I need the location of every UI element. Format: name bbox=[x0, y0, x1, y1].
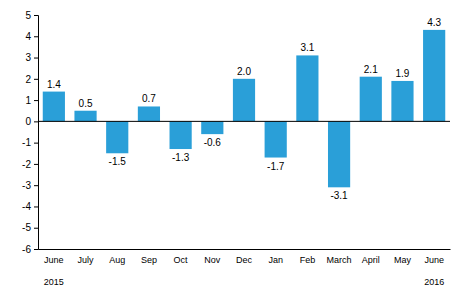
y-tick-mark bbox=[34, 79, 38, 80]
data-label: 1.9 bbox=[396, 68, 410, 79]
y-tick-label: 0 bbox=[25, 116, 31, 127]
x-tick: Oct bbox=[174, 249, 189, 265]
data-label: 0.7 bbox=[142, 93, 156, 104]
zero-line bbox=[38, 121, 450, 122]
y-tick-mark bbox=[34, 121, 38, 122]
bar bbox=[265, 121, 287, 157]
bar bbox=[43, 92, 65, 122]
y-tick: 4 bbox=[25, 31, 38, 42]
y-tick-mark bbox=[34, 206, 38, 207]
x-tick: Sep bbox=[141, 249, 157, 265]
y-tick-label: -4 bbox=[22, 201, 31, 212]
y-tick: -5 bbox=[22, 222, 38, 233]
data-label: 3.1 bbox=[300, 42, 314, 53]
data-label: 0.5 bbox=[79, 98, 93, 109]
x-tick-label: April bbox=[362, 255, 380, 265]
y-axis: -6 -5 -4 -3 -2 -1 0 1 2 3 4 5 bbox=[22, 10, 38, 255]
y-tick-mark bbox=[34, 58, 38, 59]
y-tick-mark bbox=[34, 185, 38, 186]
y-tick-mark bbox=[34, 15, 38, 16]
y-tick: 0 bbox=[25, 116, 38, 127]
x-tick: March bbox=[327, 249, 352, 265]
bar bbox=[170, 121, 192, 149]
y-tick-label: 2 bbox=[25, 74, 31, 85]
y-tick-label: -1 bbox=[22, 137, 31, 148]
bar bbox=[328, 121, 350, 187]
x-tick-label: Dec bbox=[236, 255, 253, 265]
y-tick-label: 5 bbox=[25, 10, 31, 21]
x-tick: June bbox=[44, 249, 64, 265]
y-tick-mark bbox=[34, 36, 38, 37]
bar bbox=[201, 121, 223, 134]
y-tick: 1 bbox=[25, 95, 38, 106]
data-label: -1.3 bbox=[172, 152, 190, 163]
x-tick: July bbox=[78, 249, 95, 265]
y-tick-label: 4 bbox=[25, 31, 31, 42]
x-tick-label: Aug bbox=[109, 255, 125, 265]
y-tick-mark bbox=[34, 100, 38, 101]
y-tick: 2 bbox=[25, 74, 38, 85]
data-label: -1.5 bbox=[109, 156, 127, 167]
data-labels: 1.4 0.5 -1.5 0.7 -1.3 -0.6 2.0 -1.7 3.1 -3.1 2.1 1.… bbox=[47, 17, 442, 201]
year-label: 2016 bbox=[424, 277, 444, 287]
bar bbox=[74, 111, 96, 122]
x-tick: Jan bbox=[268, 249, 283, 265]
data-label: -0.6 bbox=[204, 137, 222, 148]
x-tick: Aug bbox=[109, 249, 125, 265]
x-tick: April bbox=[362, 249, 380, 265]
data-label: 4.3 bbox=[427, 17, 441, 28]
bar bbox=[391, 81, 413, 121]
x-tick-label: March bbox=[327, 255, 352, 265]
x-tick: Feb bbox=[300, 249, 316, 265]
x-tick-label: June bbox=[44, 255, 64, 265]
y-tick-label: 1 bbox=[25, 95, 31, 106]
y-tick: 5 bbox=[25, 10, 38, 21]
y-tick-label: -5 bbox=[22, 222, 31, 233]
y-tick: -4 bbox=[22, 201, 38, 212]
data-label: 2.0 bbox=[237, 66, 251, 77]
x-axis-line bbox=[39, 249, 451, 250]
year-label: 2015 bbox=[44, 277, 64, 287]
x-tick: Nov bbox=[204, 249, 221, 265]
bar bbox=[296, 55, 318, 121]
x-tick-label: Feb bbox=[300, 255, 316, 265]
x-tick-label: Oct bbox=[174, 255, 189, 265]
y-tick: 3 bbox=[25, 52, 38, 63]
y-tick-label: -3 bbox=[22, 180, 31, 191]
x-tick-label: Nov bbox=[204, 255, 221, 265]
plot: -6 -5 -4 -3 -2 -1 0 1 2 3 4 5 June July Aug Sep Oct Nov De… bbox=[22, 10, 450, 287]
bar bbox=[138, 106, 160, 121]
bar bbox=[106, 121, 128, 153]
bar bbox=[423, 30, 445, 121]
bar bbox=[360, 77, 382, 122]
bars bbox=[43, 30, 445, 187]
y-tick-label: -6 bbox=[22, 244, 31, 255]
x-tick-label: Sep bbox=[141, 255, 157, 265]
x-tick-label: June bbox=[424, 255, 444, 265]
x-axis: June July Aug Sep Oct Nov Dec Jan Feb March April M… bbox=[39, 249, 451, 265]
x-tick-label: Jan bbox=[268, 255, 283, 265]
data-label: -3.1 bbox=[330, 190, 348, 201]
data-label: -1.7 bbox=[267, 161, 285, 172]
y-tick: -6 bbox=[22, 244, 38, 255]
y-tick: -3 bbox=[22, 180, 38, 191]
x-tick-label: May bbox=[394, 255, 412, 265]
y-axis-line bbox=[34, 16, 39, 250]
y-tick: -1 bbox=[22, 137, 38, 148]
y-tick: -2 bbox=[22, 159, 38, 170]
data-label: 2.1 bbox=[364, 64, 378, 75]
x-tick: May bbox=[394, 249, 412, 265]
chart: -6 -5 -4 -3 -2 -1 0 1 2 3 4 5 June July Aug Sep Oct Nov De… bbox=[0, 0, 454, 302]
x-tick: June bbox=[424, 249, 444, 265]
x-tick-label: July bbox=[78, 255, 95, 265]
x-tick: Dec bbox=[236, 249, 253, 265]
bar bbox=[233, 79, 255, 122]
data-label: 1.4 bbox=[47, 79, 61, 90]
y-tick-mark bbox=[34, 164, 38, 165]
y-tick-mark bbox=[34, 249, 38, 250]
y-tick-mark bbox=[34, 228, 38, 229]
y-tick-label: 3 bbox=[25, 52, 31, 63]
y-tick-mark bbox=[34, 143, 38, 144]
y-tick-label: -2 bbox=[22, 159, 31, 170]
